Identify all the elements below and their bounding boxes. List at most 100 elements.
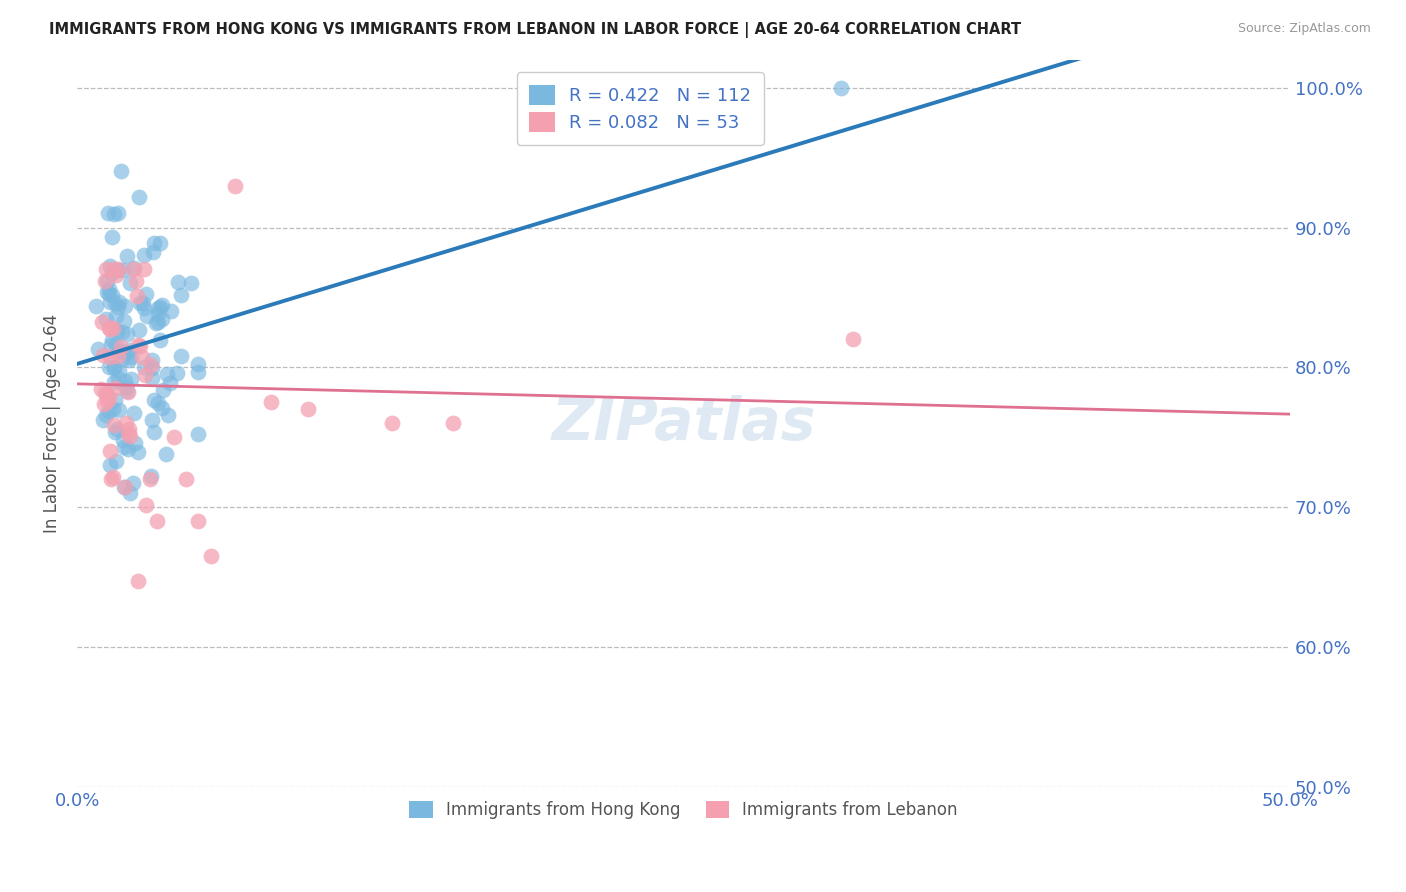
Point [107,206,129,220]
Point [108,364,131,378]
Point [108,294,131,309]
Point [132,301,155,315]
Point [163,430,186,444]
Point [148,315,170,329]
Point [118,276,141,290]
Point [155,447,177,461]
Point [135,499,157,513]
Point [150,401,173,415]
Legend: Immigrants from Hong Kong, Immigrants from Lebanon: Immigrants from Hong Kong, Immigrants fr… [402,795,965,826]
Point [97,206,120,220]
Point [141,352,163,367]
Point [108,343,131,358]
Point [104,337,127,351]
Point [143,425,166,439]
Text: IMMIGRANTS FROM HONG KONG VS IMMIGRANTS FROM LEBANON IN LABOR FORCE | AGE 20-64 : IMMIGRANTS FROM HONG KONG VS IMMIGRANTS … [49,22,1021,38]
Point [110,163,132,178]
Point [105,422,128,436]
Point [101,262,124,277]
Point [148,306,170,320]
Point [174,472,197,486]
Point [112,263,135,277]
Point [87,342,110,356]
Point [107,263,129,277]
Point [127,338,149,352]
Point [148,333,170,347]
Point [101,266,124,280]
Point [122,406,145,420]
Point [100,458,122,473]
Point [124,436,146,450]
Point [104,310,127,324]
Point [129,295,152,310]
Point [134,368,156,382]
Point [98,322,121,336]
Point [98,282,121,296]
Point [110,340,132,354]
Point [114,480,136,494]
Point [104,454,127,468]
Point [103,375,125,389]
Point [125,274,148,288]
Point [260,395,283,409]
Point [139,358,162,372]
Point [105,324,128,338]
Point [131,351,153,365]
Point [141,413,163,427]
Point [132,296,155,310]
Point [118,422,141,436]
Point [128,190,150,204]
Point [103,418,125,433]
Point [141,360,163,375]
Point [146,396,169,410]
Point [842,333,865,347]
Point [103,360,125,375]
Point [101,288,124,302]
Point [121,262,143,277]
Point [118,486,141,500]
Point [104,392,127,407]
Point [157,408,180,422]
Point [96,274,118,288]
Point [224,178,246,193]
Point [111,352,134,367]
Point [115,380,138,394]
Point [98,295,121,310]
Point [150,312,173,326]
Point [112,314,135,328]
Point [107,300,129,314]
Point [187,426,209,441]
Point [142,392,165,407]
Point [142,244,165,259]
Point [134,262,156,277]
Point [117,385,139,400]
Point [117,249,139,263]
Point [114,417,136,431]
Point [104,381,127,395]
Point [167,276,190,290]
Point [149,235,172,250]
Point [96,388,118,402]
Point [96,262,118,277]
Point [93,348,115,362]
Point [90,382,112,396]
Point [104,425,127,440]
Point [96,312,118,326]
Point [98,443,121,458]
Point [118,429,141,443]
Point [129,339,152,353]
Point [96,408,118,422]
Point [108,403,131,417]
Point [127,444,149,458]
Point [141,468,163,483]
Point [117,352,139,367]
Point [187,357,209,371]
Point [200,549,222,564]
Point [120,350,142,364]
Point [103,207,125,221]
Point [115,384,138,398]
Point [136,309,159,323]
Point [117,442,139,456]
Point [101,402,124,417]
Point [830,80,852,95]
